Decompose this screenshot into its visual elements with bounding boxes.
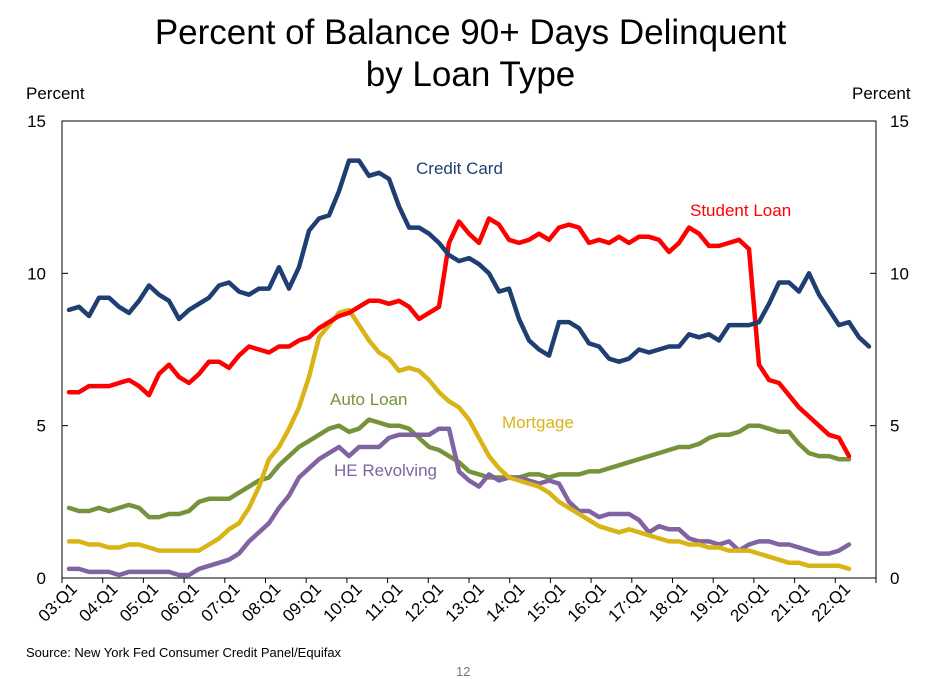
series-line-mortgage [66,307,852,572]
page-number: 12 [456,664,471,679]
series-line-he-revolving [66,426,852,578]
y-tick-label-left: 10 [27,264,46,283]
series-label-mortgage: Mortgage [502,413,574,432]
y-tick-label-left: 15 [27,112,46,131]
x-tick-label: 04:Q1 [75,579,121,625]
x-tick-label: 10:Q1 [320,579,366,625]
series-label-credit-card: Credit Card [416,159,503,178]
plot-frame [61,120,877,579]
series-line-student-loan [66,216,852,459]
series-label-he-revolving: HE Revolving [334,461,437,480]
x-tick-label: 13:Q1 [442,579,488,625]
series-line-credit-card [66,158,872,364]
series-labels: Credit Card Student Loan Auto Loan Mortgage… [330,159,791,480]
x-tick-label: 21:Q1 [767,579,813,625]
y-axis-left-label: Percent [26,84,85,103]
x-tick-label: 08:Q1 [238,579,284,625]
x-tick-label: 09:Q1 [279,579,325,625]
x-tick-label: 15:Q1 [523,579,569,625]
x-tick-label: 19:Q1 [686,579,732,625]
chart-title-line-1: Percent of Balance 90+ Days Delinquent [154,13,787,52]
x-tick-label: 12:Q1 [401,579,447,625]
x-tick-label: 06:Q1 [157,579,203,625]
y-tick-label-right: 10 [890,264,909,283]
y-tick-label-left: 0 [37,569,46,588]
x-tick-label: 17:Q1 [604,579,650,625]
x-tick-label: 05:Q1 [116,579,162,625]
x-tick-label: 16:Q1 [564,579,610,625]
chart-title-line-2: by Loan Type [365,55,576,94]
series-label-auto-loan: Auto Loan [330,390,408,409]
x-tick-label: 07:Q1 [197,579,243,625]
x-tick-label: 14:Q1 [482,579,528,625]
x-tick-label: 11:Q1 [361,579,406,624]
y-tick-label-right: 15 [890,112,909,131]
chart-title: Percent of Balance 90+ Days Delinquent b… [0,12,941,96]
series-label-student-loan: Student Loan [690,201,791,220]
source-note: Source: New York Fed Consumer Credit Pan… [26,645,342,660]
y-tick-label-right: 5 [890,417,899,436]
y-tick-label-left: 5 [37,417,46,436]
series-lines [66,158,872,578]
y-axis-right-label: Percent [852,84,911,103]
x-tick-label: 18:Q1 [645,579,691,625]
y-tick-label-right: 0 [890,569,899,588]
x-tick-label: 20:Q1 [727,579,773,625]
x-tick-label: 22:Q1 [808,579,854,625]
